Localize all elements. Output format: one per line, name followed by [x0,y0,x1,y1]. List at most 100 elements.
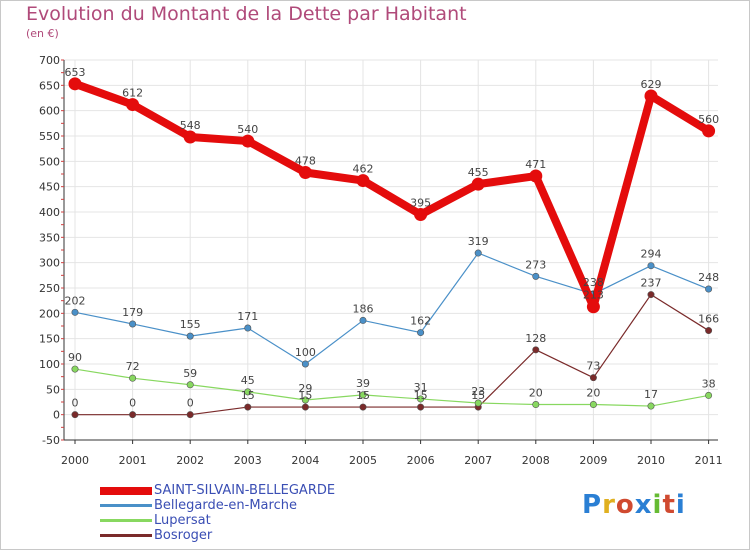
chart-title: Evolution du Montant de la Dette par Hab… [26,3,467,25]
data-point [417,403,425,411]
y-tick-label: 200 [39,307,60,320]
data-point [702,124,716,138]
legend-swatch [100,487,152,495]
logo-letter: r [602,490,616,520]
data-label: 213 [583,289,604,302]
series-line-1 [74,252,710,365]
proxiti-logo: Proxiti [582,490,686,520]
data-label: 20 [529,387,543,400]
data-point [186,411,194,419]
x-tick-label: 2009 [579,454,607,467]
data-point [647,402,655,410]
data-label: 395 [410,197,431,210]
data-label: 31 [414,381,428,394]
data-label: 186 [353,302,374,315]
data-point [644,89,658,103]
data-point [474,249,482,257]
data-point [359,403,367,411]
legend-swatch [100,519,152,522]
data-label: 15 [298,389,312,402]
data-point [589,401,597,409]
y-tick-label: 650 [39,79,60,92]
x-tick-label: 2004 [291,454,319,467]
data-point [471,177,485,191]
logo-letter: P [582,490,603,520]
data-label: 319 [468,235,489,248]
data-label: 39 [356,377,370,390]
data-label: 0 [72,397,79,410]
data-label: 0 [187,397,194,410]
logo-letter: i [652,490,663,520]
data-point [589,374,597,382]
y-tick-label: 500 [39,155,60,168]
data-label: 179 [122,306,143,319]
x-tick-label: 2011 [695,454,723,467]
data-point [301,360,309,368]
data-label: 162 [410,315,431,328]
data-point [298,165,312,179]
y-tick-label: 150 [39,333,60,346]
data-point [186,381,194,389]
data-point [129,320,137,328]
data-point [359,391,367,399]
x-tick-label: 2000 [61,454,89,467]
data-label: 548 [180,119,201,132]
y-tick-label: 600 [39,105,60,118]
y-tick-label: 300 [39,257,60,270]
data-label: 629 [641,78,662,91]
data-point [186,332,194,340]
series-lines [68,77,716,419]
logo-letter: i [675,490,686,520]
data-label: 45 [241,374,255,387]
data-point [301,396,309,404]
legend-label: SAINT-SILVAIN-BELLEGARDE [154,483,336,498]
data-point [647,291,655,299]
x-tick-label: 2005 [349,454,377,467]
data-label: 273 [525,258,546,271]
data-point [529,169,543,183]
y-tick-label: 550 [39,130,60,143]
y-tick-label: 450 [39,181,60,194]
data-point [68,77,82,91]
data-point [532,401,540,409]
data-label: 653 [65,66,86,79]
x-tick-label: 2002 [176,454,204,467]
legend-swatch [100,534,152,537]
data-point [417,395,425,403]
chart-unit-label: (en €) [26,27,59,40]
data-label: 202 [65,294,86,307]
legend-label: Bellegarde-en-Marche [154,498,297,513]
data-label: 15 [241,389,255,402]
data-label: 20 [586,387,600,400]
grid-lines [64,59,718,441]
data-point [183,130,197,144]
data-label: 238 [583,276,604,289]
data-label: 59 [183,367,197,380]
data-label: 478 [295,154,316,167]
legend-label: Bosroger [154,528,213,543]
logo-letter: t [662,490,676,520]
data-labels: 653 612 548 540 478 462 395 455 471 213 629 560 202 1… [65,66,720,410]
data-label: 455 [468,166,489,179]
data-label: 100 [295,346,316,359]
data-point [71,365,79,373]
data-label: 15 [471,389,485,402]
data-label: 29 [298,382,312,395]
data-label: 73 [586,360,600,373]
data-label: 128 [525,332,546,345]
data-point [705,327,713,335]
y-tick-label: 0 [53,409,60,422]
y-tick-label: -50 [42,434,60,447]
data-label: 90 [68,351,82,364]
y-tick-label: 250 [39,282,60,295]
x-tick-label: 2003 [234,454,262,467]
data-label: 612 [122,87,143,100]
data-label: 15 [414,389,428,402]
data-point [244,388,252,396]
y-tick-label: 700 [39,54,60,67]
data-label: 15 [356,389,370,402]
logo-letter: o [615,490,635,520]
data-point [241,134,255,148]
